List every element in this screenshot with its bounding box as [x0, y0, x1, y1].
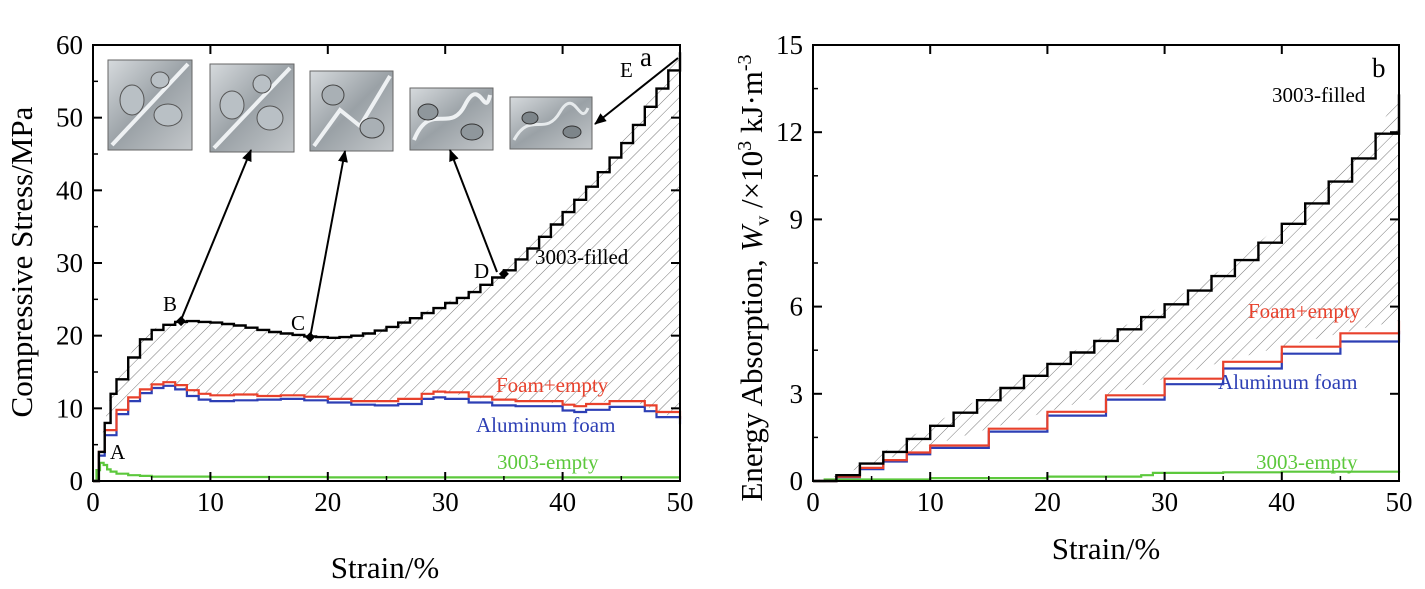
point-label-d: D: [474, 259, 489, 283]
x-tick-label: 20: [314, 487, 341, 517]
x-tick-label: 40: [549, 487, 576, 517]
y-tick-label: 15: [776, 30, 803, 60]
series-layer-a: [93, 52, 682, 483]
y-tick-label: 50: [56, 103, 83, 133]
y-tick-label: 30: [56, 248, 83, 278]
series-line-3003-filled: [93, 52, 682, 483]
panel-letter-a: a: [640, 42, 652, 72]
x-tick-label: 30: [1151, 487, 1178, 517]
panel-a-stress-strain: 0 10 20 30 40 50 0 10 20 30 40 50 60: [4, 30, 694, 585]
point-marker-d: [498, 268, 509, 279]
x-tick-label: 30: [432, 487, 459, 517]
series-line-foam-empty: [93, 381, 682, 483]
x-tick-label: 40: [1268, 487, 1295, 517]
hatch-area: [93, 52, 680, 482]
point-label-a: A: [110, 440, 126, 464]
label-aluminum-foam-b: Aluminum foam: [1218, 370, 1357, 394]
x-axis-title-a: Strain/%: [331, 550, 440, 585]
x-tick-label: 10: [917, 487, 944, 517]
y-tick-label: 0: [790, 466, 804, 496]
label-aluminum-foam-a: Aluminum foam: [476, 413, 615, 437]
label-foam-empty-a: Foam+empty: [496, 373, 609, 397]
x-axis-title-b: Strain/%: [1052, 531, 1161, 566]
arrow-e-to-photo-5: [594, 57, 679, 125]
panel-b-energy-absorption: 0 10 20 30 40 50 0 3 6 9 12 15 3003-filled Foam+emp…: [734, 30, 1413, 566]
series-line-3003-filled: [813, 94, 1401, 483]
label-3003-filled-b: 3003-filled: [1272, 83, 1366, 107]
x-tick-label: 0: [86, 487, 100, 517]
point-marker-c: [305, 332, 316, 343]
series-labels-b: 3003-filled Foam+empty Aluminum foam 300…: [1218, 83, 1366, 474]
series-line-aluminum-foam: [93, 384, 682, 483]
point-marker-b: [176, 316, 187, 327]
point-markers-a: [176, 268, 509, 343]
y-tick-label: 0: [70, 466, 84, 496]
y-tick-label: 10: [56, 393, 83, 423]
arrow-b-to-photo-2: [180, 149, 252, 321]
x-tick-label: 20: [1034, 487, 1061, 517]
arrow-c-to-photo-3: [309, 150, 348, 339]
label-foam-empty-b: Foam+empty: [1248, 299, 1361, 323]
inset-photo-5: [509, 96, 593, 150]
hatched-region-a: [93, 52, 680, 482]
point-label-e: E: [620, 58, 633, 82]
inset-photo-1: [107, 59, 193, 151]
hatch-area: [813, 94, 1399, 482]
axes-a: 0 10 20 30 40 50 0 10 20 30 40 50 60: [56, 30, 694, 517]
point-label-c: C: [291, 311, 305, 335]
label-3003-empty-b: 3003-empty: [1256, 450, 1358, 474]
x-tick-label: 10: [197, 487, 224, 517]
series-labels-a: 3003-filled Foam+empty Aluminum foam 300…: [476, 245, 629, 474]
x-tick-label: 50: [667, 487, 694, 517]
inset-photo-3: [309, 70, 394, 152]
series-line-foam-empty: [813, 320, 1401, 483]
y-axis-title-a: Compressive Stress/MPa: [4, 106, 39, 417]
point-labels-a: A B C D E: [110, 58, 633, 464]
label-3003-filled-a: 3003-filled: [535, 245, 629, 269]
y-tick-label: 3: [790, 379, 804, 409]
arrow-d-to-photo-4: [449, 149, 498, 273]
y-tick-label: 12: [776, 117, 803, 147]
photo-insets: [107, 57, 679, 339]
panel-letter-b: b: [1372, 53, 1386, 83]
y-tick-label: 6: [790, 292, 804, 322]
y-tick-label: 20: [56, 321, 83, 351]
axes-b: 0 10 20 30 40 50 0 3 6 9 12 15: [776, 30, 1413, 517]
y-axis-title-b: Energy Absorption, Wv /×103 kJ·m-3: [734, 54, 774, 501]
hatched-region-b: [813, 94, 1399, 482]
y-tick-label: 40: [56, 175, 83, 205]
inset-photo-4: [409, 87, 494, 151]
point-label-b: B: [163, 292, 177, 316]
x-tick-label: 50: [1386, 487, 1413, 517]
inset-photo-2: [209, 63, 295, 153]
y-tick-label: 9: [790, 204, 804, 234]
x-tick-label: 0: [806, 487, 820, 517]
label-3003-empty-a: 3003-empty: [497, 450, 599, 474]
y-tick-label: 60: [56, 30, 83, 60]
